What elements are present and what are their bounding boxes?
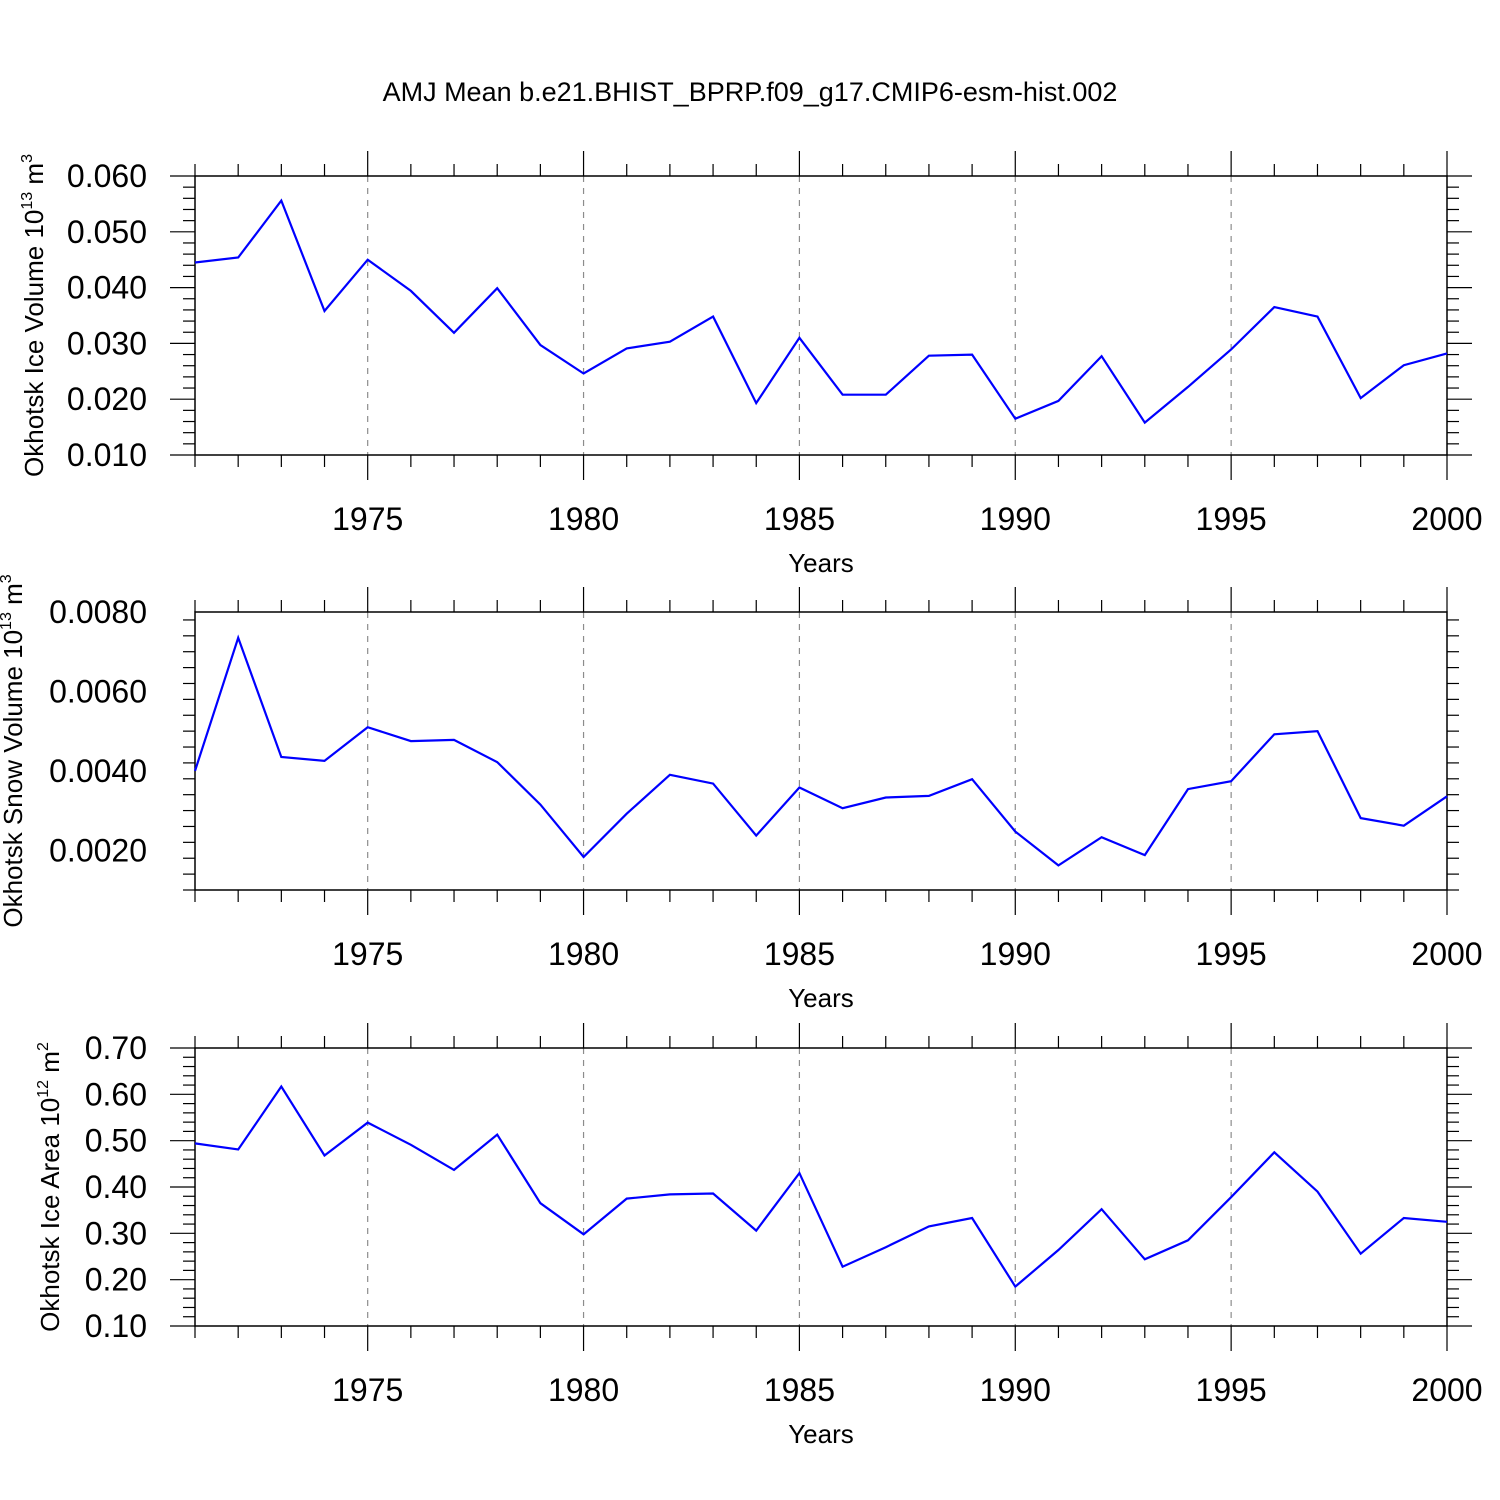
chart-panel-2: 1975 1980 1985 1990 1995 2000 0.0020 0.0040 0.00… [0, 574, 1483, 1013]
y-axis-label-superscript: 13 [0, 612, 15, 630]
y-tick-label: 0.060 [67, 158, 147, 194]
y-axis-label-text: m [19, 163, 49, 192]
chart-panel-3: 1975 1980 1985 1990 1995 2000 0.10 0.20 0.30 0.40… [35, 1023, 1483, 1449]
x-tick-label: 2000 [1411, 1372, 1482, 1408]
x-tick-label: 1980 [548, 1372, 619, 1408]
plot-frame [194, 175, 1448, 456]
y-tick-label: 0.050 [67, 214, 147, 250]
x-tick-label: 1975 [332, 936, 403, 972]
y-axis-label-text: Okhotsk Snow Volume 10 [0, 630, 28, 928]
x-tick-label: 1990 [980, 1372, 1051, 1408]
y-tick-label: 0.0080 [49, 594, 147, 630]
x-tick-label: 2000 [1411, 501, 1482, 537]
y-axis-label: Okhotsk Snow Volume 1013 m3 [0, 574, 28, 927]
x-tick-label: 1975 [332, 501, 403, 537]
chart-panel-1: 1975 1980 1985 1990 1995 2000 0.010 0.020 0.030 0… [19, 151, 1483, 578]
x-axis-label: Years [788, 548, 854, 578]
y-tick-label: 0.70 [85, 1030, 147, 1066]
y-axis-label-text: Okhotsk Ice Area 10 [35, 1098, 65, 1332]
x-tick-label: 1990 [980, 501, 1051, 537]
x-axis-label: Years [788, 983, 854, 1013]
y-tick-label: 0.40 [85, 1169, 147, 1205]
x-tick-label: 1975 [332, 1372, 403, 1408]
y-axis-label-superscript: 2 [35, 1042, 52, 1051]
x-axis-label: Years [788, 1419, 854, 1449]
x-tick-label: 2000 [1411, 936, 1482, 972]
y-axis-label-superscript: 3 [0, 574, 15, 583]
x-tick-label: 1985 [764, 936, 835, 972]
x-tick-label: 1995 [1196, 501, 1267, 537]
y-tick-label: 0.10 [85, 1308, 147, 1344]
x-tick-label: 1980 [548, 501, 619, 537]
y-tick-label: 0.20 [85, 1262, 147, 1298]
x-tick-label: 1995 [1196, 1372, 1267, 1408]
plot-frame [194, 611, 1448, 891]
y-tick-label: 0.50 [85, 1123, 147, 1159]
x-tick-label: 1985 [764, 501, 835, 537]
y-tick-label: 0.030 [67, 325, 147, 361]
y-tick-label: 0.020 [67, 381, 147, 417]
x-tick-label: 1990 [980, 936, 1051, 972]
x-tick-label: 1980 [548, 936, 619, 972]
y-axis-label-text: m [35, 1051, 65, 1080]
y-tick-label: 0.010 [67, 437, 147, 473]
y-axis-label-superscript: 12 [35, 1080, 52, 1098]
y-tick-label: 0.0020 [49, 832, 147, 868]
y-axis-label-text: m [0, 583, 28, 612]
plot-frame [194, 1047, 1448, 1327]
y-tick-label: 0.0040 [49, 753, 147, 789]
figure-title: AMJ Mean b.e21.BHIST_BPRP.f09_g17.CMIP6-… [383, 77, 1118, 107]
y-tick-label: 0.0060 [49, 673, 147, 709]
series-line [194, 1084, 1448, 1289]
y-axis-label-superscript: 13 [19, 192, 36, 210]
y-axis-label: Okhotsk Ice Volume 1013 m3 [19, 154, 49, 477]
y-tick-label: 0.30 [85, 1215, 147, 1251]
y-tick-label: 0.040 [67, 270, 147, 306]
x-tick-label: 1985 [764, 1372, 835, 1408]
y-axis-label-text: Okhotsk Ice Volume 10 [19, 210, 49, 477]
y-tick-label: 0.60 [85, 1076, 147, 1112]
y-axis-label: Okhotsk Ice Area 1012 m2 [35, 1042, 65, 1332]
series-line [193, 634, 1448, 867]
y-axis-label-superscript: 3 [19, 154, 36, 163]
series-line [194, 198, 1448, 425]
x-tick-label: 1995 [1196, 936, 1267, 972]
